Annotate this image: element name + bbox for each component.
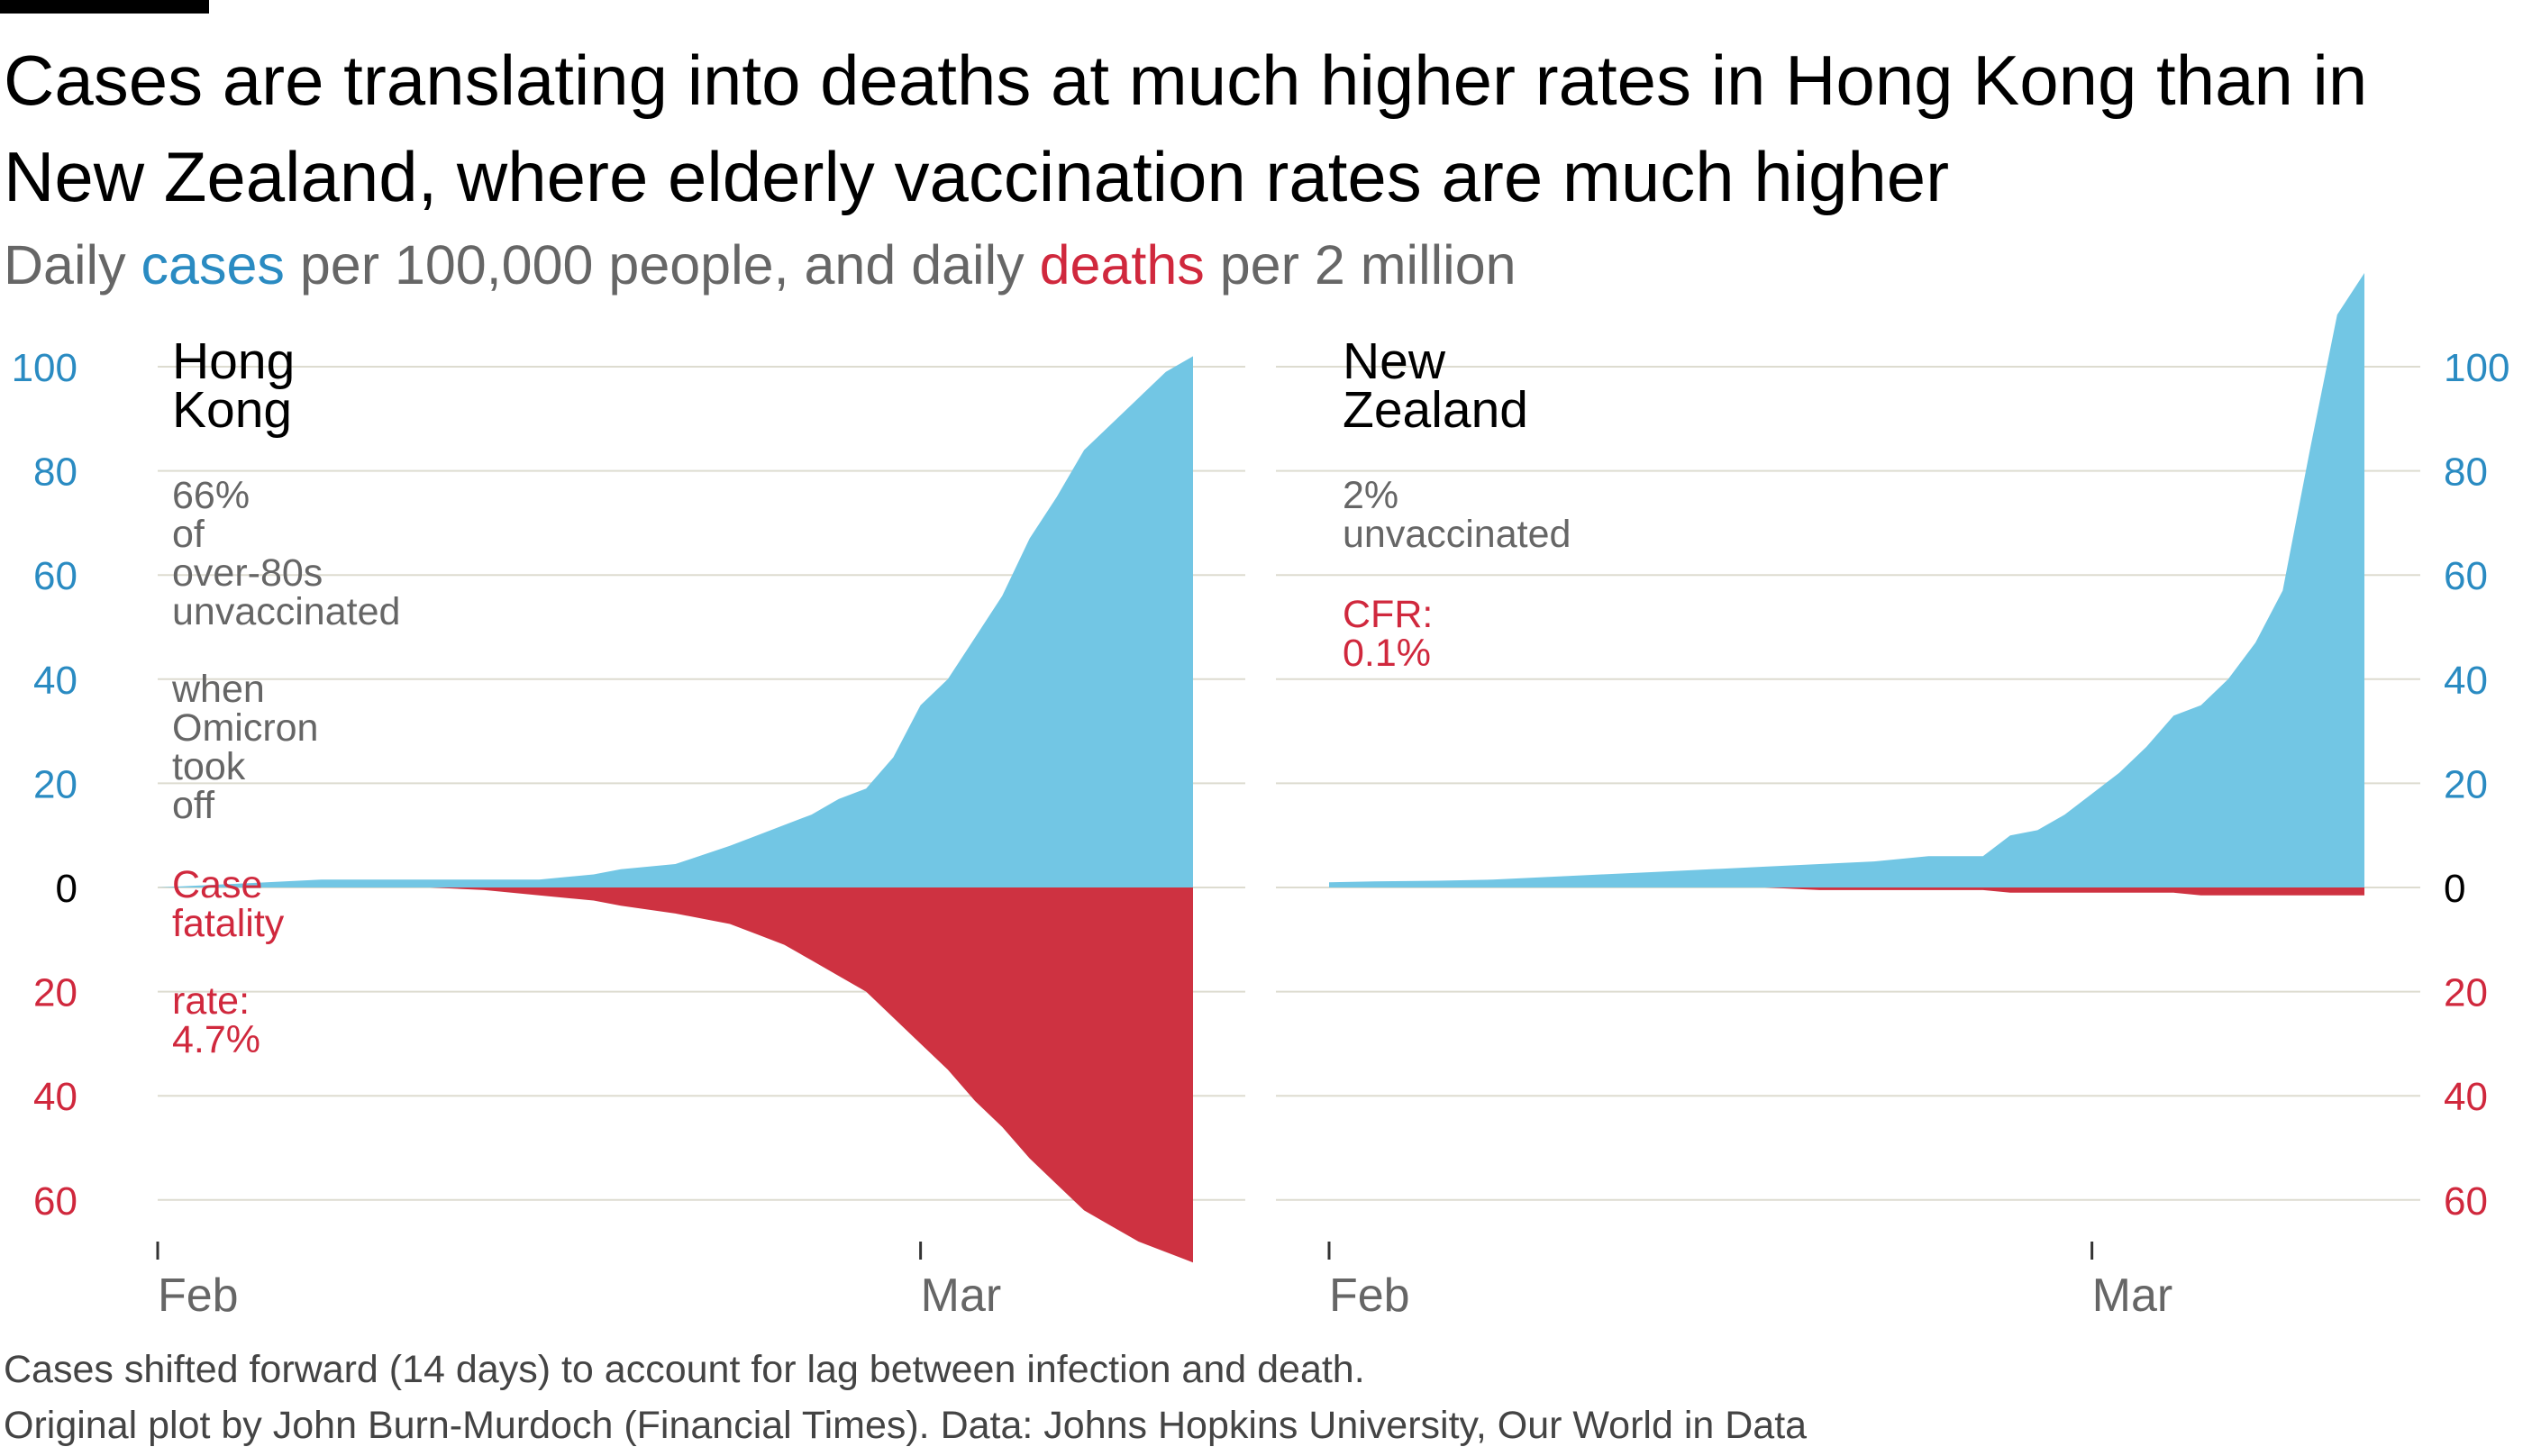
nz-ytick-cases-80: 80 — [2444, 450, 2488, 495]
footnote-source: Original plot by John Burn-Murdoch (Fina… — [4, 1404, 1808, 1447]
hk-deaths-area — [158, 887, 1193, 1263]
nz-ytick-cases-0: 0 — [2444, 867, 2465, 911]
hk-xtick-label-feb: Feb — [158, 1269, 239, 1322]
subtitle-part-1: Daily — [4, 234, 141, 296]
hk-panel-title-line-0: Hong — [172, 332, 295, 390]
nz-panel-title-line-1: Zealand — [1343, 381, 1528, 439]
hk-note-grey-8: off — [172, 784, 215, 827]
hk-note-grey-3: unvaccinated — [172, 590, 400, 633]
nz-ytick-deaths-20: 20 — [2444, 971, 2488, 1015]
subtitle-deaths-word: deaths — [1039, 234, 1205, 296]
nz-ytick-cases-20: 20 — [2444, 762, 2488, 806]
nz-note-grey-1: unvaccinated — [1343, 513, 1571, 556]
hk-note-grey-7: took — [172, 745, 246, 788]
hk-note-red-4: 4.7% — [172, 1018, 260, 1061]
chart-subtitle: Daily cases per 100,000 people, and dail… — [4, 231, 1517, 299]
hk-ytick-deaths-20: 20 — [33, 971, 77, 1015]
hk-note-red-0: Case — [172, 863, 262, 906]
nz-deaths-area — [1329, 887, 2364, 896]
chart-title: Cases are translating into deaths at muc… — [4, 41, 2368, 216]
nz-ytick-deaths-60: 60 — [2444, 1179, 2488, 1224]
subtitle-cases-word: cases — [141, 234, 285, 296]
hk-cases-area — [158, 356, 1193, 887]
nz-note-grey-0: 2% — [1343, 474, 1398, 517]
subtitle-part-3: per 2 million — [1204, 234, 1517, 296]
hk-ytick-deaths-40: 40 — [33, 1075, 77, 1119]
hk-ytick-deaths-60: 60 — [33, 1179, 77, 1224]
nz-ytick-cases-60: 60 — [2444, 554, 2488, 598]
hk-note-grey-0: 66% — [172, 474, 250, 517]
hk-xtick-label-mar: Mar — [921, 1269, 1002, 1322]
nz-xtick-label-feb: Feb — [1329, 1269, 1410, 1322]
hk-ytick-cases-100: 100 — [12, 346, 77, 390]
hk-note-red-3: rate: — [172, 979, 250, 1023]
hk-ytick-cases-80: 80 — [33, 450, 77, 495]
footnote-lag: Cases shifted forward (14 days) to accou… — [4, 1348, 1365, 1391]
hk-ytick-cases-20: 20 — [33, 762, 77, 806]
nz-panel-title-line-0: New — [1343, 332, 1446, 390]
top-accent-bar — [0, 0, 209, 14]
subtitle-part-2: per 100,000 people, and daily — [284, 234, 1040, 296]
hk-note-grey-5: when — [171, 668, 265, 711]
hk-panel-title-line-1: Kong — [172, 381, 292, 439]
hk-ytick-cases-60: 60 — [33, 554, 77, 598]
hk-note-grey-1: of — [172, 513, 205, 556]
nz-note-red-1: 0.1% — [1343, 632, 1431, 675]
hk-note-grey-2: over-80s — [172, 551, 323, 595]
nz-ytick-cases-40: 40 — [2444, 659, 2488, 703]
hk-ytick-cases-0: 0 — [56, 867, 77, 911]
nz-cases-area — [1329, 273, 2364, 887]
hk-note-grey-6: Omicron — [172, 706, 318, 750]
nz-ytick-deaths-40: 40 — [2444, 1075, 2488, 1119]
hk-note-red-1: fatality — [172, 902, 285, 945]
nz-ytick-cases-100: 100 — [2444, 346, 2509, 390]
nz-xtick-label-mar: Mar — [2092, 1269, 2173, 1322]
nz-note-red-0: CFR: — [1343, 593, 1433, 636]
hk-ytick-cases-40: 40 — [33, 659, 77, 703]
